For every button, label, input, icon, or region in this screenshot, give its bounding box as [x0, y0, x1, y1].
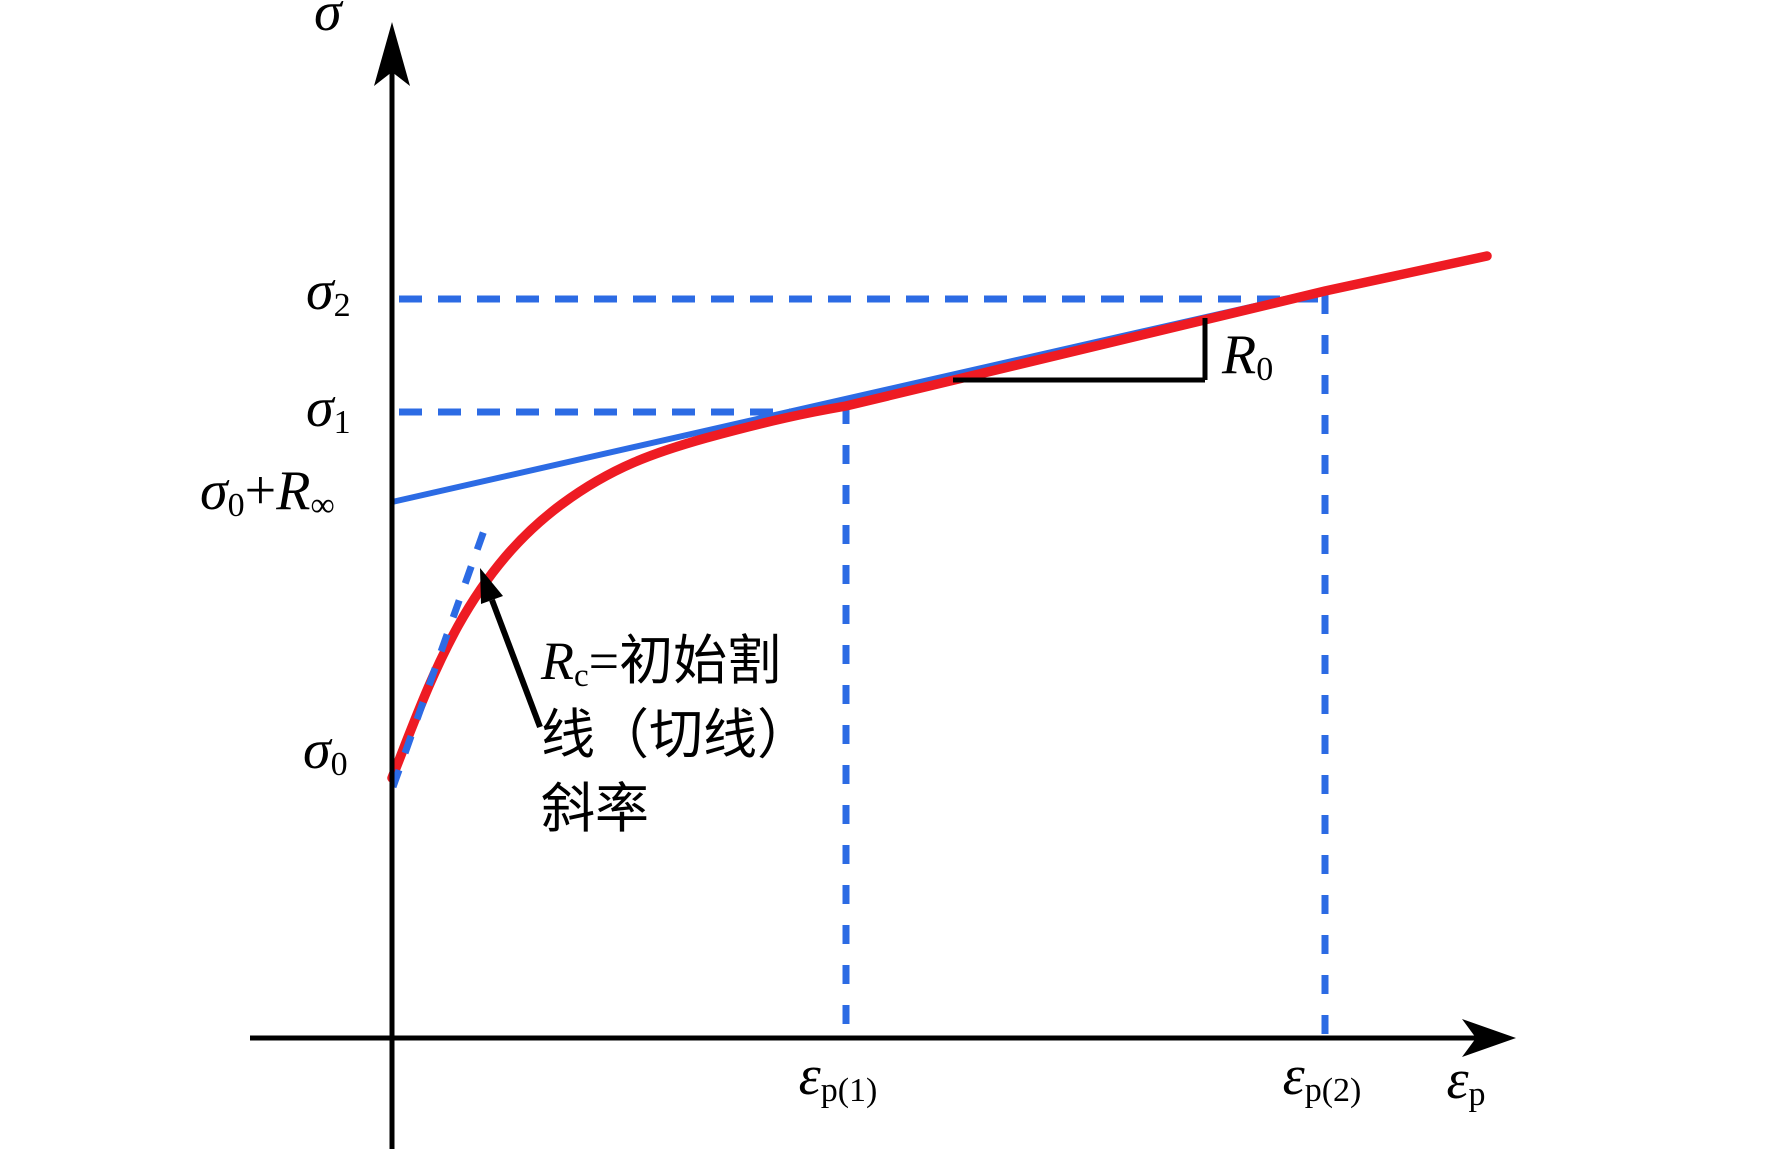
ep-subscript: p: [1468, 1076, 1486, 1114]
ep2-subscript: p(2): [1304, 1072, 1362, 1110]
annotation-arrowhead: [480, 568, 503, 604]
r0-subscript: 0: [1256, 351, 1274, 389]
sigma0-base-subscript: 0: [330, 746, 348, 784]
rc-annotation: Rc=初始割 线（切线） 斜率: [541, 624, 811, 846]
sigma0-base-symbol: σ: [303, 719, 331, 781]
y-axis-arrowhead: [374, 22, 410, 86]
plus-operator: +: [244, 460, 277, 522]
r0-symbol: R: [1222, 324, 1257, 386]
ep2-label: εp(2): [1282, 1045, 1362, 1108]
rc-annotation-line2: 线（切线）: [541, 705, 811, 765]
rc-subscript: c: [574, 657, 589, 694]
sigma1-subscript: 1: [333, 404, 351, 442]
hardening-curve: [387, 251, 1492, 783]
ep2-symbol: ε: [1282, 1045, 1305, 1107]
rinf-symbol: R: [276, 460, 311, 522]
rc-annotation-line1: Rc=初始割: [541, 624, 811, 698]
sigma-symbol: σ: [314, 0, 342, 43]
sigma2-label: σ2: [306, 260, 351, 323]
sigma2-subscript: 2: [333, 287, 351, 325]
ep1-subscript: p(1): [820, 1072, 878, 1110]
sigma0-label: σ0: [303, 719, 348, 782]
rc-symbol: R: [541, 631, 574, 691]
sigma1-symbol: σ: [306, 377, 334, 439]
x-axis-arrowhead: [1462, 1019, 1516, 1057]
y-axis-title: σ: [314, 0, 342, 40]
ep1-symbol: ε: [798, 1045, 821, 1107]
rc-annotation-line3: 斜率: [541, 779, 649, 839]
initial-secant-dashed-line: [389, 520, 491, 789]
sigma0-subscript: 0: [227, 487, 245, 525]
sigma2-symbol: σ: [306, 260, 334, 322]
ep1-label: εp(1): [798, 1045, 878, 1108]
rc-annotation-line1-text: =初始割: [588, 631, 782, 691]
ep-symbol: ε: [1446, 1049, 1469, 1111]
x-axis-title: εp: [1446, 1049, 1485, 1112]
rinf-subscript: ∞: [310, 487, 335, 525]
annotation-arrow-line: [489, 598, 543, 729]
sigma0-symbol: σ: [200, 460, 228, 522]
sigma1-label: σ1: [306, 377, 351, 440]
sigma0-plus-rinf-label: σ0+R∞: [200, 460, 335, 523]
r0-label: R0: [1222, 324, 1273, 387]
